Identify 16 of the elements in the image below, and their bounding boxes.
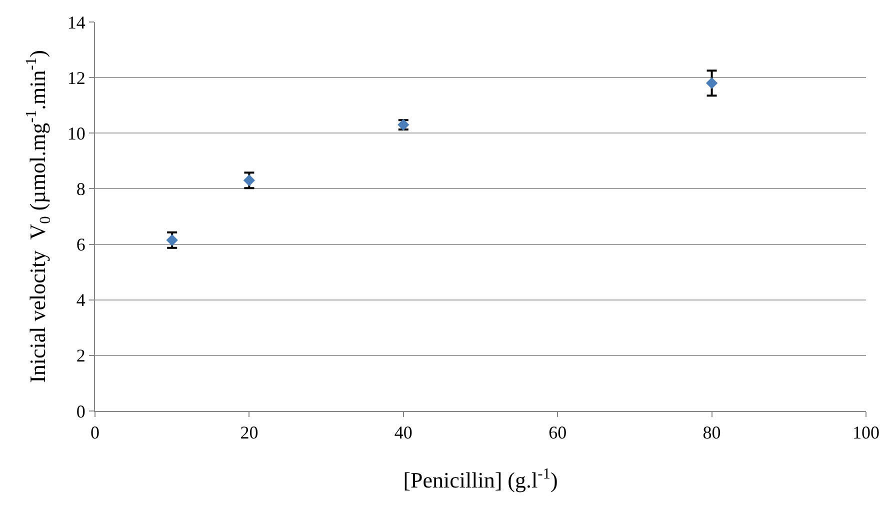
y-tick-label: 8 (76, 179, 86, 200)
x-axis-title: [Penicillin] (g.l$^{-1}$) (403, 465, 558, 492)
x-tick-label: 80 (702, 422, 721, 443)
x-tick-label: 20 (240, 422, 258, 443)
x-tick-label: 60 (548, 422, 567, 443)
y-tick-label: 10 (67, 123, 86, 144)
x-tick-label: 100 (852, 422, 880, 443)
x-tick-label: 0 (90, 422, 100, 443)
y-tick-label: 14 (67, 12, 86, 32)
y-tick-label: 4 (76, 290, 86, 310)
y-tick-label: 12 (67, 68, 86, 88)
y-tick-label: 2 (76, 346, 86, 366)
point (706, 77, 718, 89)
y-tick-label: 0 (76, 401, 86, 422)
y-tick-label: 6 (76, 234, 86, 255)
x-tick-label: 40 (394, 422, 412, 443)
